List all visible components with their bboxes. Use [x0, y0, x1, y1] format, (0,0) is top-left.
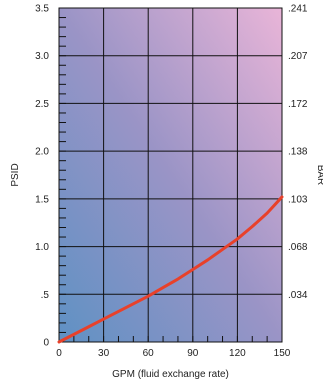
y-tick-label: 2.5 [35, 99, 49, 110]
y-tick-label: 0 [43, 338, 49, 349]
y-tick-label: .5 [41, 290, 50, 301]
x-axis-label: GPM (fluid exchange rate) [112, 369, 229, 380]
x-tick-label: 30 [98, 348, 110, 359]
y2-tick-label: .207 [288, 51, 308, 62]
plot-area [59, 8, 282, 342]
y-axis-label: PSID [10, 163, 21, 186]
x-tick-label: 90 [187, 348, 199, 359]
x-tick-labels: 0 30 60 90 120 150 [56, 348, 291, 359]
y-tick-label: 3.5 [35, 4, 49, 15]
x-tick-label: 0 [56, 348, 62, 359]
plot-border [58, 7, 283, 343]
y2-tick-label: .034 [288, 290, 308, 301]
y-tick-label: 3.0 [35, 51, 49, 62]
x-tick-label: 150 [274, 348, 291, 359]
y2-tick-label: .103 [288, 194, 308, 205]
y2-tick-labels: .034 .068 .103 .138 .172 .207 .241 [288, 4, 308, 301]
y2-tick-label: .138 [288, 147, 308, 158]
series-layer [57, 195, 284, 344]
y-tick-labels: 0 .5 1.0 1.5 2.0 2.5 3.0 3.5 [35, 4, 49, 349]
y-tick-label: 1.5 [35, 194, 49, 205]
y-tick-label: 1.0 [35, 242, 49, 253]
y2-tick-label: .068 [288, 242, 308, 253]
y2-tick-label: .241 [288, 4, 308, 15]
series-line-0 [57, 195, 284, 344]
y2-tick-label: .172 [288, 99, 308, 110]
y-tick-label: 2.0 [35, 147, 49, 158]
x-tick-label: 120 [229, 348, 246, 359]
x-tick-label: 60 [143, 348, 155, 359]
y2-axis-label: BAR [315, 165, 323, 186]
